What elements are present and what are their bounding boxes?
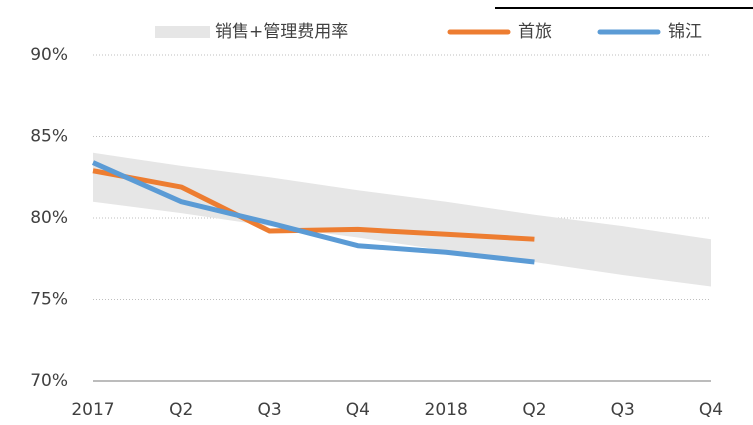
x-tick-label: 2018 xyxy=(425,400,468,420)
y-tick-label: 75% xyxy=(30,290,68,310)
x-tick-label: Q2 xyxy=(169,400,193,420)
y-tick-label: 80% xyxy=(30,208,68,228)
x-tick-label: Q3 xyxy=(611,400,635,420)
band-area xyxy=(93,152,711,287)
y-tick-label: 90% xyxy=(30,45,68,65)
legend-label: 销售+管理费用率 xyxy=(215,22,348,42)
series-line xyxy=(91,160,535,265)
y-tick-label: 85% xyxy=(30,127,68,147)
x-tick-label: Q2 xyxy=(522,400,546,420)
x-tick-label: Q3 xyxy=(257,400,281,420)
series-line xyxy=(92,168,535,242)
x-tick-label: 2017 xyxy=(71,400,114,420)
x-tick-label: Q4 xyxy=(346,400,370,420)
y-tick-label: 70% xyxy=(30,371,68,391)
x-tick-label: Q4 xyxy=(699,400,723,420)
legend-label: 首旅 xyxy=(518,22,552,42)
legend-swatch xyxy=(155,26,210,38)
legend-label: 锦江 xyxy=(668,22,702,42)
